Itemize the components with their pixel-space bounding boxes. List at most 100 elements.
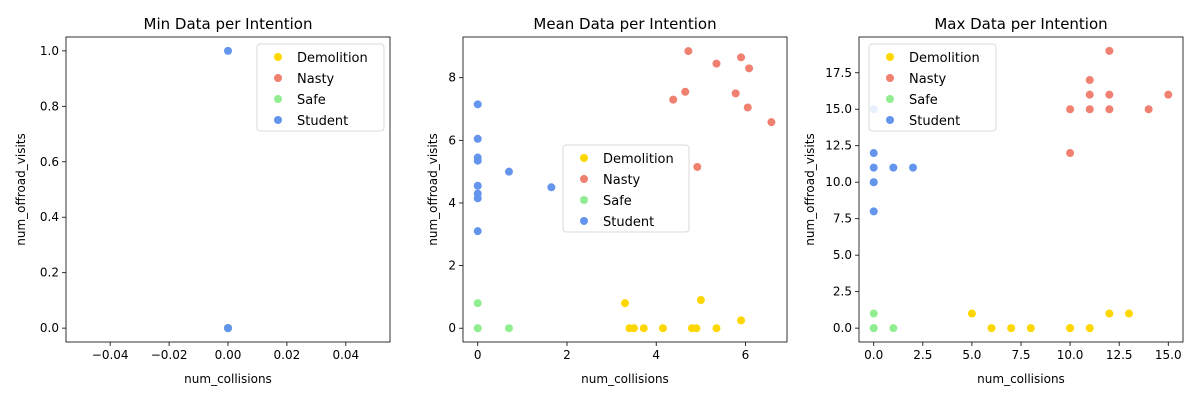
legend: Demolition Nasty Safe Student [256, 43, 385, 132]
y-tick-label: 7.5 [833, 212, 852, 226]
data-point-nasty [712, 59, 721, 68]
legend-label-nasty: Nasty [909, 72, 947, 87]
legend-marker-demolition [580, 154, 588, 162]
y-tick-label: 12.5 [825, 139, 852, 153]
data-point-demolition [658, 324, 667, 333]
data-point-demolition [621, 299, 629, 308]
data-point-safe [473, 324, 482, 333]
legend-label-nasty: Nasty [603, 173, 641, 188]
data-point-nasty [1085, 105, 1094, 114]
data-point-student [473, 181, 482, 190]
data-point-student [473, 100, 482, 109]
x-tick-label: 12.5 [1106, 348, 1133, 362]
y-axis-label: num_offroad_visits [426, 133, 440, 245]
data-point-student [224, 46, 232, 55]
x-tick-label: 15.0 [1155, 348, 1182, 362]
y-tick-label: 0 [448, 321, 456, 335]
y-tick-label: 15.0 [825, 102, 852, 116]
data-point-demolition [712, 324, 721, 333]
data-point-demolition [1105, 309, 1114, 318]
legend: Demolition Nasty Safe Student [562, 144, 690, 233]
data-point-nasty [1144, 105, 1153, 114]
y-tick-label: 5.0 [833, 248, 852, 262]
chart-title: Min Data per Intention [144, 15, 313, 33]
data-point-nasty [669, 95, 678, 104]
legend-box [562, 144, 690, 233]
legend-marker-student [580, 217, 588, 225]
x-tick-label: 4 [652, 348, 660, 362]
axes-frame [858, 36, 1184, 343]
legend-box [868, 43, 997, 132]
legend-box [256, 43, 385, 132]
x-tick-label: 0.0 [864, 348, 883, 362]
data-point-safe [473, 299, 482, 308]
data-point-student [473, 134, 482, 143]
legend-label-demolition: Demolition [909, 51, 980, 66]
data-point-nasty [1105, 105, 1114, 114]
data-point-student [869, 178, 878, 187]
legend-marker-nasty [274, 74, 282, 82]
data-point-student [869, 149, 878, 158]
legend-label-student: Student [297, 114, 348, 129]
legend-label-safe: Safe [603, 194, 632, 209]
data-point-student [224, 324, 232, 333]
data-point-demolition [629, 324, 638, 333]
data-point-nasty [743, 103, 752, 112]
x-tick-label: 10.0 [1057, 348, 1084, 362]
x-tick-label: 2 [563, 348, 571, 362]
data-point-demolition [1026, 324, 1035, 333]
subplot-1: Min Data per Intention −0.04 −0.02 0.00 0.02… [14, 15, 391, 386]
legend-marker-safe [274, 95, 282, 103]
y-tick-label: 8 [448, 71, 456, 85]
data-point-safe [889, 324, 898, 333]
data-point-demolition [1066, 324, 1075, 333]
data-point-demolition [967, 309, 976, 318]
data-point-student [547, 183, 556, 192]
y-tick-label: 17.5 [825, 66, 852, 80]
legend-marker-safe [580, 196, 588, 204]
data-point-safe [504, 324, 513, 333]
data-point-demolition [639, 324, 648, 333]
legend-label-demolition: Demolition [297, 51, 368, 66]
data-point-demolition [692, 324, 701, 333]
legend-marker-student [274, 116, 282, 124]
x-axis-label: num_collisions [184, 372, 272, 386]
data-point-nasty [1164, 90, 1173, 99]
x-tick-label: 6 [742, 348, 750, 362]
subplot-3: Max Data per Intention 0.0 2.5 5.0 7.5 10.0 12… [803, 15, 1184, 386]
axes-frame [65, 36, 391, 343]
legend-marker-demolition [886, 53, 894, 61]
x-axis-label: num_collisions [581, 372, 669, 386]
y-tick-label: 4 [448, 196, 456, 210]
legend-label-safe: Safe [909, 93, 938, 108]
y-tick-label: 0.0 [833, 321, 852, 335]
legend-label-safe: Safe [297, 93, 326, 108]
legend: Demolition Nasty Safe Student [868, 43, 997, 132]
data-point-nasty [1066, 105, 1075, 114]
data-point-nasty [681, 87, 690, 96]
x-tick-label: −0.02 [151, 348, 188, 362]
y-tick-label: 10.0 [825, 175, 852, 189]
data-point-student [869, 163, 878, 172]
x-tick-label: 0.02 [274, 348, 301, 362]
x-tick-label: 5.0 [962, 348, 981, 362]
data-point-student [889, 163, 898, 172]
legend-label-demolition: Demolition [603, 152, 674, 167]
data-point-safe [869, 309, 878, 318]
data-point-nasty [1085, 90, 1094, 99]
legend-marker-nasty [580, 175, 588, 183]
x-tick-label: 7.5 [1011, 348, 1030, 362]
data-point-nasty [737, 53, 746, 62]
data-point-nasty [693, 162, 702, 171]
data-point-nasty [731, 89, 740, 98]
y-tick-label: 2.5 [833, 285, 852, 299]
y-tick-label: 6 [448, 133, 456, 147]
legend-label-nasty: Nasty [297, 72, 335, 87]
data-point-nasty [1066, 149, 1075, 158]
axes-frame [462, 36, 788, 343]
subplot-2: Mean Data per Intention 0 2 4 6 0 2 4 6 8 num_coll… [426, 15, 788, 386]
data-point-student [869, 207, 878, 216]
data-point-safe [869, 324, 878, 333]
data-point-nasty [1105, 90, 1114, 99]
